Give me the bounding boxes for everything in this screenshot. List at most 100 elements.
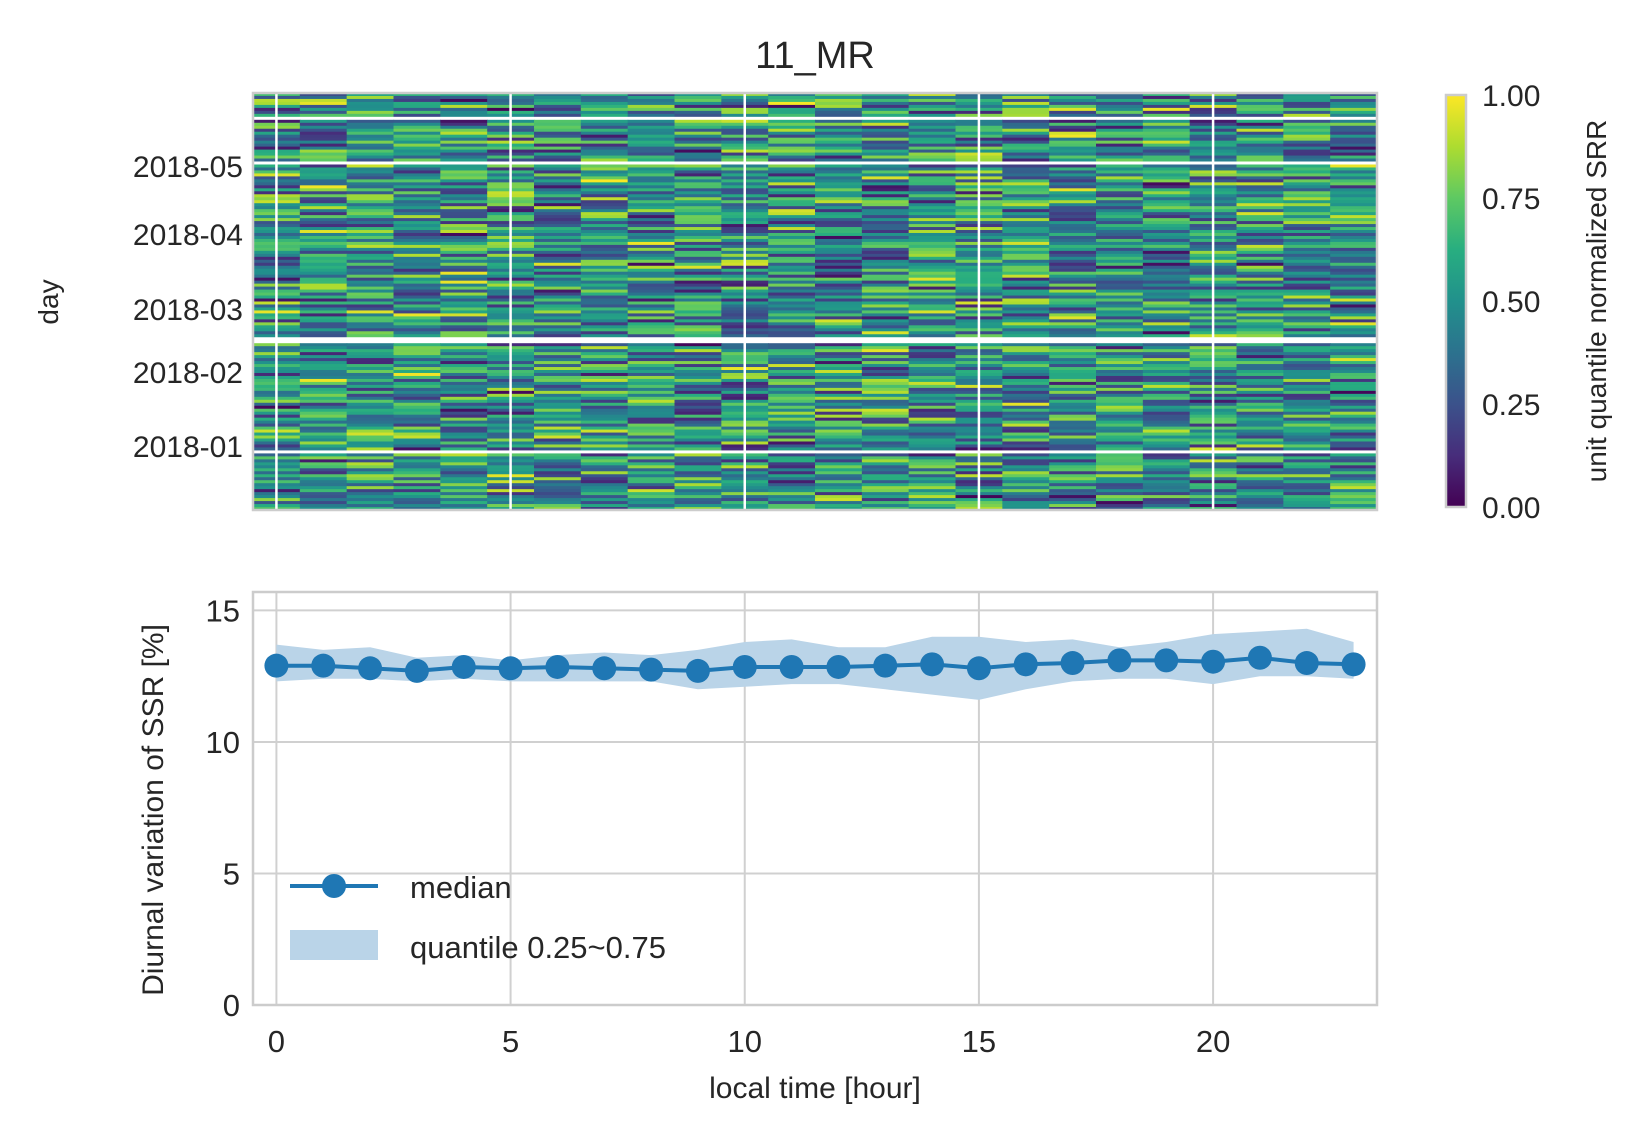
heatmap-cell — [580, 465, 629, 469]
heatmap-cell — [1330, 396, 1377, 401]
heatmap-cell — [1142, 334, 1191, 338]
heatmap-cell — [861, 328, 910, 332]
heatmap-cell — [768, 361, 816, 365]
heatmap-cell — [1330, 143, 1377, 148]
heatmap-cell — [1142, 215, 1191, 219]
heatmap-cell — [908, 152, 957, 157]
heatmap-cell — [1049, 483, 1097, 487]
heatmap-cell — [908, 292, 957, 297]
heatmap-cell — [440, 343, 488, 347]
heatmap-cell — [1096, 158, 1144, 163]
heatmap-cell — [1330, 146, 1377, 151]
median-point — [685, 658, 710, 683]
heatmap-cell — [1096, 292, 1144, 297]
heatmap-cell — [1096, 182, 1144, 186]
heatmap-cell — [440, 375, 488, 380]
heatmap-cell — [1236, 268, 1284, 273]
heatmap-cell — [1236, 215, 1284, 219]
heatmap-cell — [1049, 405, 1097, 410]
heatmap-cell — [1236, 486, 1284, 490]
heatmap-cell — [627, 155, 676, 160]
heatmap-cell — [393, 125, 441, 130]
heatmap-cell — [580, 131, 629, 136]
heatmap-cell — [815, 492, 863, 496]
heatmap-cell — [627, 501, 676, 505]
heatmap-cell — [1049, 501, 1097, 505]
heatmap-cell — [1096, 411, 1144, 416]
heatmap-cell — [299, 495, 348, 499]
heatmap-cell — [674, 93, 722, 97]
heatmap-cell — [580, 182, 629, 186]
heatmap-cell — [1002, 212, 1050, 216]
heatmap-cell — [534, 173, 582, 177]
heatmap-cell — [440, 104, 488, 109]
heatmap-cell — [1002, 331, 1050, 335]
heatmap-cell — [627, 101, 676, 106]
heatmap-cell — [299, 355, 348, 359]
heatmap-cell — [627, 235, 676, 240]
heatmap-cell — [815, 244, 863, 249]
heatmap-cell — [1142, 194, 1191, 198]
heatmap-cell — [1236, 283, 1284, 288]
heatmap-cell — [1330, 471, 1377, 475]
heatmap-cell — [440, 122, 488, 127]
heatmap-cell — [768, 447, 816, 452]
heatmap-cell — [861, 134, 910, 139]
heatmap-cell — [346, 402, 395, 407]
heatmap-cell — [674, 265, 722, 270]
heatmap-cell — [674, 492, 722, 496]
heatmap-cell — [299, 367, 348, 371]
heatmap-cell — [1283, 289, 1331, 294]
heatmap-cell — [1002, 301, 1050, 306]
heatmap-cell — [1002, 423, 1050, 428]
heatmap-cell — [815, 405, 863, 410]
heatmap-cell — [1002, 206, 1050, 210]
heatmap-cell — [1142, 480, 1191, 484]
heatmap-cell — [440, 504, 488, 508]
heatmap-cell — [580, 393, 629, 398]
heatmap-cell — [1002, 250, 1050, 255]
heatmap-cell — [534, 372, 582, 377]
heatmap-cell — [299, 119, 348, 124]
heatmap-cell — [1330, 170, 1377, 175]
heatmap-cell — [1049, 265, 1097, 270]
heatmap-cell — [815, 122, 863, 127]
heatmap-cell — [534, 146, 582, 151]
heatmap-cell — [815, 313, 863, 317]
heatmap-cell — [346, 155, 395, 160]
heatmap-cell — [768, 247, 816, 252]
heatmap-cell — [1002, 164, 1050, 169]
heatmap-cell — [815, 167, 863, 172]
heatmap-cell — [580, 253, 629, 258]
heatmap-cell — [346, 319, 395, 323]
heatmap-cell — [1096, 420, 1144, 425]
heatmap-cell — [815, 250, 863, 255]
heatmap-cell — [534, 215, 582, 219]
heatmap-cell — [440, 316, 488, 320]
median-point — [1294, 651, 1319, 676]
heatmap-cell — [674, 203, 722, 207]
heatmap-cell — [1330, 367, 1377, 371]
heatmap-cell — [534, 241, 582, 246]
heatmap-cell — [580, 498, 629, 502]
heatmap-cell — [908, 310, 957, 315]
heatmap-cell — [674, 197, 722, 201]
heatmap-cell — [580, 155, 629, 160]
heatmap-cell — [1283, 137, 1331, 142]
heatmap-cell — [346, 215, 395, 219]
heatmap-cell — [1283, 197, 1331, 201]
heatmap-cell — [674, 250, 722, 255]
heatmap-cell — [861, 212, 910, 216]
heatmap-cell — [1283, 319, 1331, 323]
heatmap-cell — [580, 307, 629, 312]
heatmap-cell — [580, 310, 629, 315]
heatmap-cell — [1142, 319, 1191, 323]
heatmap-cell — [440, 483, 488, 487]
heatmap-cell — [393, 104, 441, 109]
median-point — [1107, 648, 1132, 673]
heatmap-cell — [1236, 137, 1284, 142]
heatmap-cell — [768, 417, 816, 422]
heatmap-cell — [627, 158, 676, 163]
heatmap-cell — [346, 468, 395, 472]
